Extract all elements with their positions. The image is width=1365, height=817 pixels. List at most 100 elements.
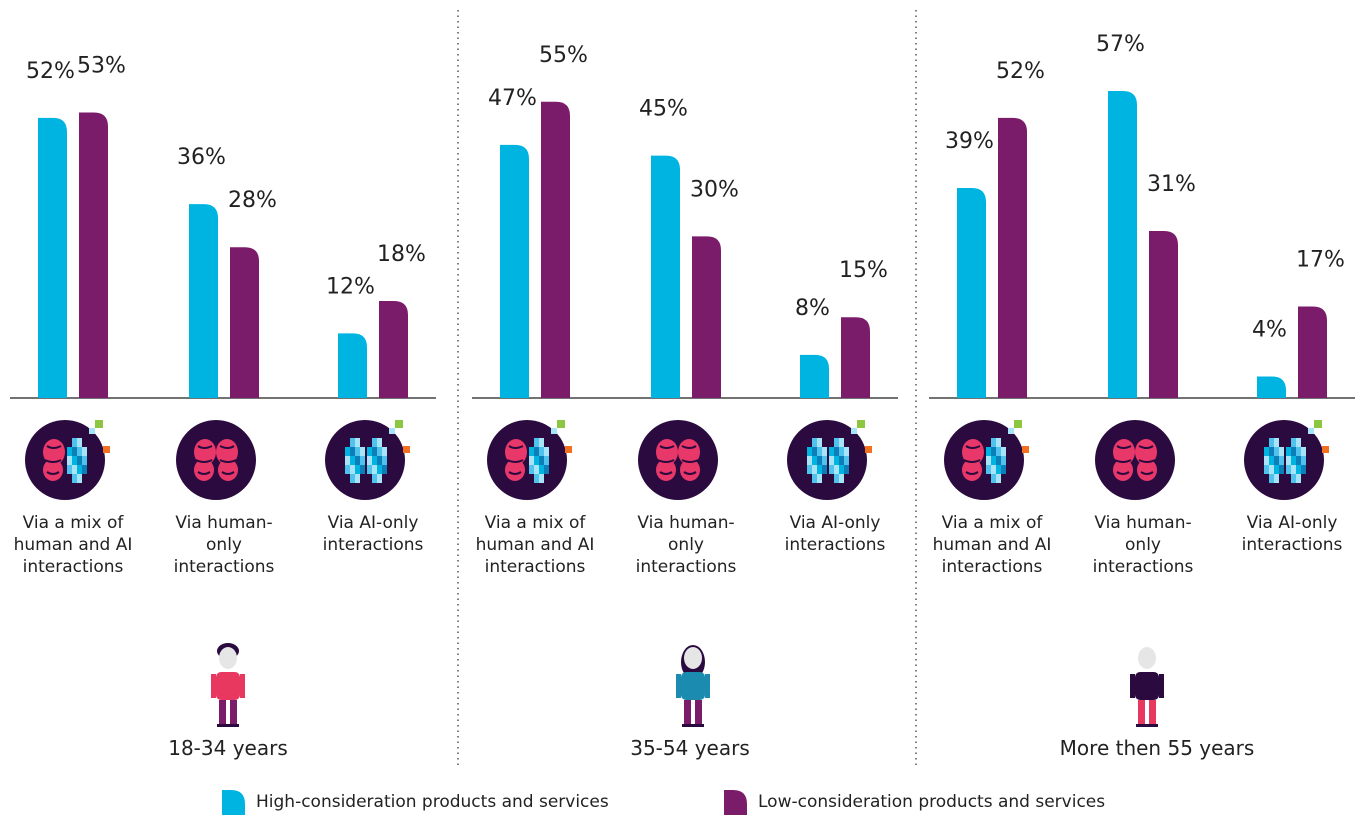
panel-title: 18-34 years — [168, 736, 288, 760]
pixel-accent — [1308, 428, 1314, 434]
category-label: Via AI-only interactions — [322, 513, 424, 555]
pixel — [991, 438, 996, 447]
pixel — [372, 474, 377, 483]
arm — [1159, 674, 1164, 698]
pixel — [377, 474, 382, 483]
brain-fold — [1114, 445, 1132, 475]
pixel — [812, 474, 817, 483]
pixel — [1291, 447, 1296, 456]
brain-fold — [963, 445, 981, 475]
pixel-accent — [103, 446, 110, 453]
pixel-accent — [551, 428, 557, 434]
pixel — [355, 447, 360, 456]
pixel — [372, 438, 377, 447]
category-label: Via human-only interactions — [1092, 513, 1194, 577]
pixel — [844, 465, 849, 474]
pixel — [1301, 465, 1306, 474]
pixel — [367, 447, 372, 456]
pixel — [345, 456, 350, 465]
bar — [1298, 306, 1327, 398]
pixel — [1274, 474, 1279, 483]
pixel-accent — [851, 428, 857, 434]
bar — [500, 144, 529, 398]
pixel-accent — [1008, 428, 1014, 434]
pixel — [360, 465, 365, 474]
pixel — [1274, 465, 1279, 474]
pixel — [355, 465, 360, 474]
brain-lobe — [680, 459, 700, 481]
category-label: Via human-only interactions — [173, 513, 275, 577]
brain-lobe — [194, 459, 214, 481]
pixel — [812, 465, 817, 474]
pixel — [834, 456, 839, 465]
pixel — [817, 465, 822, 474]
brain-lobe — [1135, 439, 1157, 465]
pixel-accent — [1014, 420, 1022, 428]
pixel — [1264, 447, 1269, 456]
pixel — [77, 447, 82, 456]
pixel — [822, 456, 827, 465]
pixel — [77, 465, 82, 474]
leg — [1138, 700, 1145, 726]
pixel-accent — [557, 420, 565, 428]
legend-swatch — [724, 790, 747, 815]
pixel — [1274, 438, 1279, 447]
pixel — [367, 456, 372, 465]
pixel — [82, 456, 87, 465]
brain-fold — [219, 445, 237, 475]
pixel — [996, 456, 1001, 465]
pixel — [1291, 456, 1296, 465]
pixel — [834, 447, 839, 456]
pixel — [72, 447, 77, 456]
pixel — [355, 474, 360, 483]
pixel — [829, 456, 834, 465]
pixel — [829, 447, 834, 456]
pixel — [839, 474, 844, 483]
brain-lobe — [1113, 459, 1133, 481]
leg — [219, 700, 226, 726]
brain-icon — [25, 420, 110, 500]
pixel — [1286, 456, 1291, 465]
brain-fold — [657, 445, 675, 475]
pixel — [67, 456, 72, 465]
brain-lobe — [656, 439, 678, 465]
pixel — [534, 438, 539, 447]
pixel — [1264, 465, 1269, 474]
pixel — [1286, 447, 1291, 456]
leg — [230, 700, 237, 726]
brain-fold — [681, 445, 699, 475]
brain-lobe — [678, 439, 700, 465]
pixel — [991, 465, 996, 474]
value-label: 15% — [839, 258, 888, 283]
bar — [1257, 376, 1286, 398]
pixel — [1296, 438, 1301, 447]
pixel — [822, 465, 827, 474]
brain-lobe — [43, 439, 65, 465]
pixel-accent — [89, 428, 95, 434]
value-label: 31% — [1147, 172, 1196, 197]
pixel — [1269, 456, 1274, 465]
pixel — [1279, 456, 1284, 465]
pixel — [377, 438, 382, 447]
brain-lobe — [962, 439, 984, 465]
bar — [338, 333, 367, 398]
shoe — [217, 724, 239, 727]
bar — [1108, 91, 1137, 398]
pixel — [1264, 456, 1269, 465]
pixel — [839, 447, 844, 456]
pixel — [529, 465, 534, 474]
pixel — [1269, 438, 1274, 447]
bar — [841, 317, 870, 398]
pixel — [534, 465, 539, 474]
value-label: 30% — [690, 177, 739, 202]
bar — [189, 204, 218, 398]
icon-bg — [1095, 420, 1175, 500]
pixel — [1291, 438, 1296, 447]
leg — [695, 700, 702, 726]
pixel — [350, 447, 355, 456]
value-label: 55% — [539, 43, 588, 68]
pixel — [355, 438, 360, 447]
pixel-accent — [857, 420, 865, 428]
pixel — [72, 465, 77, 474]
